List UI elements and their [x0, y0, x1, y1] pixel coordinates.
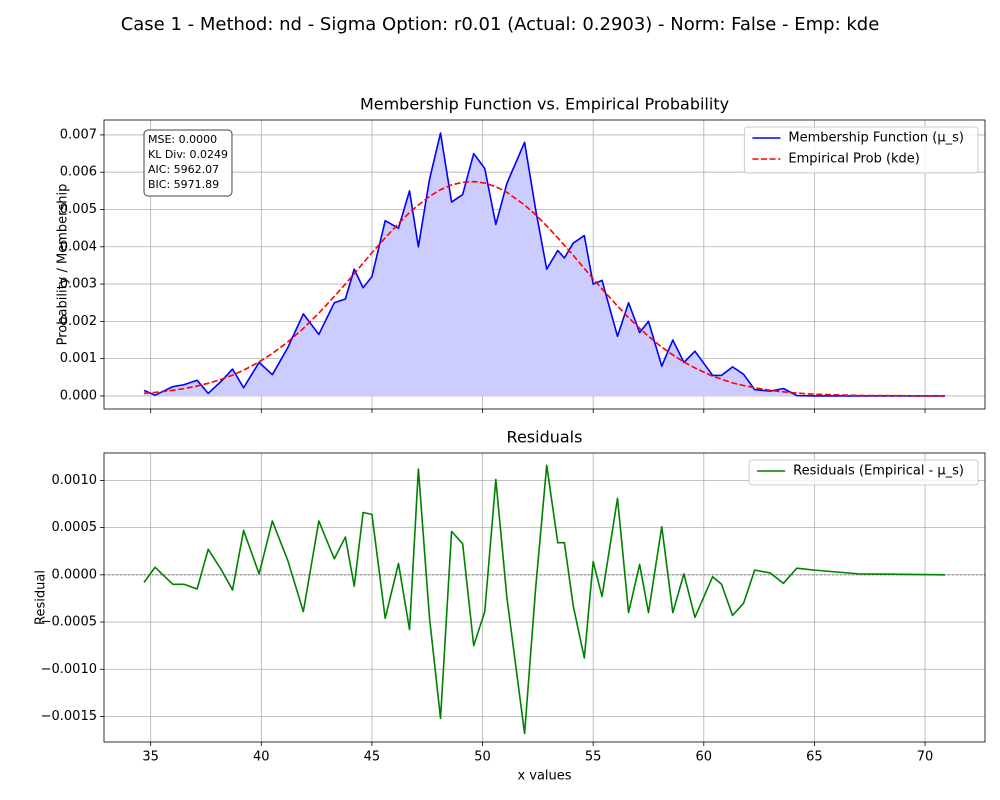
y-tick-label: 0.006	[60, 165, 97, 180]
axes-frame	[103, 452, 986, 743]
x-tick-label: 50	[474, 750, 491, 765]
y-tick-label: −0.0010	[41, 662, 97, 677]
y-tick-label: 0.004	[60, 239, 97, 254]
x-tick-label: 40	[253, 750, 270, 765]
y-tick-label: 0.007	[60, 127, 97, 142]
annotation-line: KL Div: 0.0249	[148, 148, 228, 161]
axes-title: Membership Function vs. Empirical Probab…	[360, 95, 729, 114]
legend-box	[743, 126, 979, 174]
area-fill	[144, 133, 945, 396]
series-line	[143, 180, 945, 397]
y-tick-label: 0.0000	[52, 567, 98, 582]
y-tick-label: 0.0005	[52, 520, 98, 535]
y-tick-label: 0.0010	[52, 473, 98, 488]
series-line	[143, 132, 945, 397]
y-tick-label: 0.005	[60, 202, 97, 217]
legend-label: Membership Function (μ_s)	[788, 131, 964, 146]
y-tick-label: −0.0005	[41, 615, 97, 630]
y-axis-label: Probability / Membership	[56, 184, 71, 346]
plot-area	[104, 453, 985, 742]
y-axis-label: Residual	[34, 570, 49, 625]
suptitle: Case 1 - Method: nd - Sigma Option: r0.0…	[121, 14, 880, 35]
annotation-box	[143, 129, 233, 197]
legend: Residuals (Empirical - μ_s)	[748, 459, 979, 486]
x-tick-label: 55	[585, 750, 602, 765]
x-tick-label: 65	[806, 750, 823, 765]
x-tick-label: 60	[696, 750, 713, 765]
annotation-line: BIC: 5971.89	[148, 178, 219, 191]
legend-label: Empirical Prob (kde)	[788, 152, 920, 167]
axes-title: Residuals	[507, 428, 583, 447]
x-tick-label: 35	[142, 750, 159, 765]
x-axis-label: x values	[517, 769, 571, 784]
annotation-line: AIC: 5962.07	[148, 163, 219, 176]
series-line	[143, 464, 945, 735]
annotation: MSE: 0.0000 KL Div: 0.0249 AIC: 5962.07 BIC…	[143, 129, 233, 197]
y-tick-label: 0.003	[60, 277, 97, 292]
x-tick-label: 45	[364, 750, 381, 765]
y-tick-label: 0.001	[60, 351, 97, 366]
y-tick-label: 0.000	[60, 388, 97, 403]
legend: Membership Function (μ_s) Empirical Prob …	[743, 126, 979, 174]
x-tick-label: 70	[917, 750, 934, 765]
y-tick-label: 0.002	[60, 314, 97, 329]
axes-frame	[103, 119, 986, 410]
annotation-line: MSE: 0.0000	[148, 133, 217, 146]
legend-box	[748, 459, 979, 486]
y-tick-label: −0.0015	[41, 709, 97, 724]
legend-label: Residuals (Empirical - μ_s)	[793, 464, 964, 479]
